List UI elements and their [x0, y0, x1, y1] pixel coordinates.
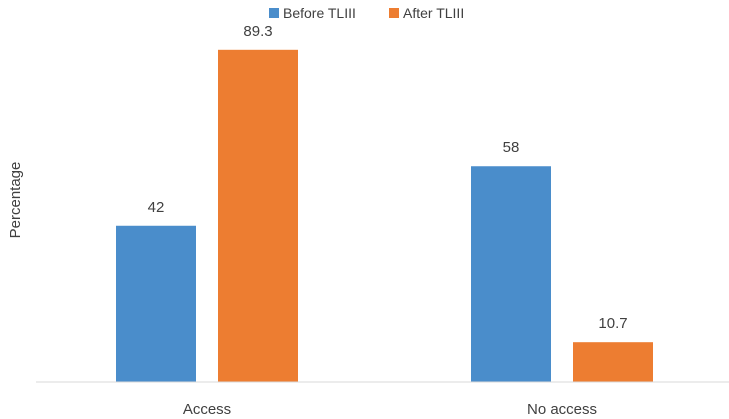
data-label-access-before-tliii: 42: [148, 199, 165, 216]
bar-access-before-tliii: [116, 225, 196, 382]
data-labels-group: 42 89.3 58 10.7: [148, 23, 628, 332]
data-label-no-access-after-tliii: 10.7: [598, 315, 627, 332]
x-tick-label-no-access: No access: [527, 401, 597, 418]
bars-group: [116, 49, 653, 382]
legend-swatch-after-tliii: [389, 8, 399, 18]
bar-no-access-after-tliii: [573, 342, 653, 382]
legend-swatch-before-tliii: [269, 8, 279, 18]
bar-no-access-before-tliii: [471, 166, 551, 382]
bar-access-after-tliii: [218, 49, 298, 382]
data-label-no-access-before-tliii: 58: [503, 139, 520, 156]
y-axis-label: Percentage: [7, 162, 24, 239]
legend: Before TLIII After TLIII: [269, 5, 464, 21]
data-label-access-after-tliii: 89.3: [243, 23, 272, 40]
legend-label-after-tliii: After TLIII: [403, 5, 464, 21]
legend-label-before-tliii: Before TLIII: [283, 5, 356, 21]
x-tick-label-access: Access: [183, 401, 231, 418]
x-tick-labels: Access No access: [183, 401, 597, 418]
